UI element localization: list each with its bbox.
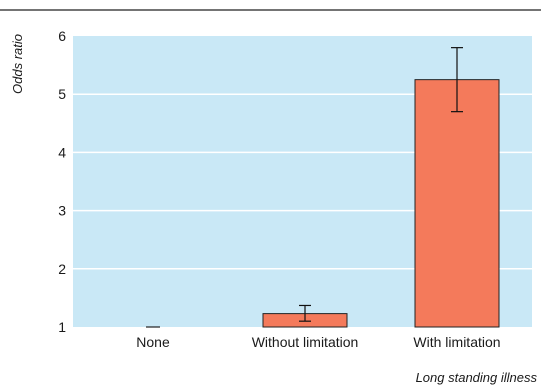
x-axis-label: Long standing illness <box>416 370 538 385</box>
y-tick-label-2: 2 <box>58 261 66 277</box>
error-bar-without-limitation <box>299 304 311 322</box>
y-axis-label: Odds ratio <box>10 34 25 94</box>
x-tick-labels: None Without limitation With limitation <box>136 334 500 350</box>
x-tick-label-without-limitation: Without limitation <box>252 334 359 350</box>
x-tick-label-with-limitation: With limitation <box>413 334 500 350</box>
y-tick-labels: 1 2 3 4 5 6 <box>58 28 66 335</box>
bars <box>146 79 500 328</box>
bar-with-limitation <box>414 79 500 328</box>
y-tick-label-3: 3 <box>58 203 66 219</box>
error-bar-with-limitation <box>451 47 463 113</box>
y-tick-label-1: 1 <box>58 319 66 335</box>
y-tick-label-6: 6 <box>58 28 66 44</box>
x-tick-label-none: None <box>136 334 170 350</box>
y-tick-label-5: 5 <box>58 86 66 102</box>
y-tick-label-4: 4 <box>58 144 66 160</box>
error-bars <box>299 47 463 322</box>
